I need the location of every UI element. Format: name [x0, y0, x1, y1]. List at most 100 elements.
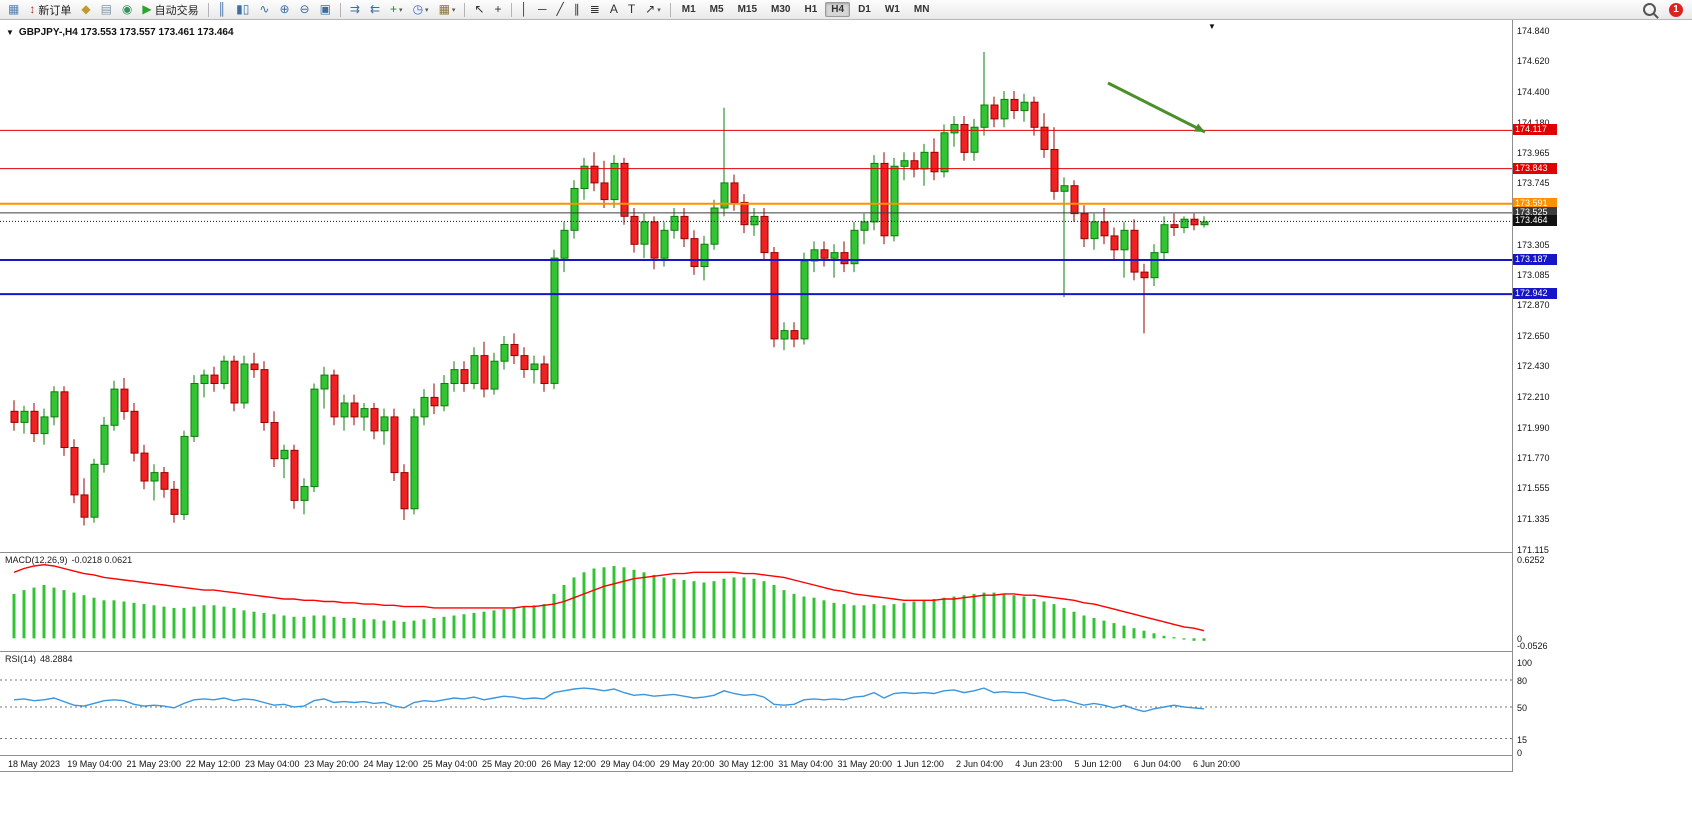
macd-histogram-bar [462, 614, 466, 639]
line-chart-type-button[interactable]: ∿ [255, 0, 273, 19]
time-label: 26 May 12:00 [541, 759, 596, 769]
macd-histogram-bar [862, 605, 866, 639]
macd-histogram-bar [852, 605, 856, 639]
candle [260, 361, 269, 431]
chart-shift-button[interactable]: ⇇ [366, 0, 384, 19]
candle [150, 464, 159, 501]
cursor-button[interactable]: ↖ [470, 0, 488, 19]
time-label: 2 Jun 04:00 [956, 759, 1004, 769]
macd-histogram-bar [912, 601, 916, 639]
macd-histogram-bar [962, 595, 966, 639]
panel-splitter[interactable] [0, 755, 1562, 756]
notification-badge[interactable]: 1 [1669, 2, 1683, 17]
periods-icon: ◷ [412, 2, 424, 16]
community-button[interactable]: ◉ [118, 0, 136, 19]
candle [960, 116, 969, 161]
new-chart-button[interactable]: ▦ [4, 0, 23, 19]
rsi-name: RSI(14) [5, 654, 37, 664]
macd-histogram-bar [422, 619, 426, 639]
candle [860, 213, 869, 245]
candle [950, 116, 959, 147]
candle [160, 467, 169, 498]
candle [710, 199, 719, 250]
time-axis[interactable]: 18 May 2023 19 May 04:00 21 May 23:00 22 Ma… [0, 756, 1512, 772]
candle [380, 408, 389, 445]
candlestick-chart-type-icon: ▮▯ [236, 2, 250, 16]
candle [120, 377, 129, 420]
annotation-arrow[interactable] [1107, 81, 1206, 134]
metaeditor-button[interactable]: ◆ [77, 0, 94, 19]
candle [1120, 221, 1129, 278]
macd-histogram-bar [252, 611, 256, 639]
macd-histogram-bar [752, 578, 756, 639]
zoom-out-button[interactable]: ⊖ [296, 0, 314, 19]
main-chart-panel[interactable]: ▼ GBPJPY-,H4 173.553 173.557 173.461 173… [0, 20, 1512, 552]
timeframe-button-mn[interactable]: MN [913, 4, 930, 15]
macd-histogram-bar [1002, 593, 1006, 639]
macd-histogram-bar [942, 597, 946, 639]
macd-histogram-bar [1062, 607, 1066, 639]
new-chart-icon: ▦ [8, 2, 20, 16]
timeframe-button-m15[interactable]: M15 [737, 4, 758, 15]
timeframe-button-d1[interactable]: D1 [858, 4, 871, 15]
arrows-tool-button[interactable]: ↗ ▾ [641, 0, 665, 19]
new-order-button: ↕ [29, 2, 36, 16]
candle [340, 394, 349, 431]
rsi-panel[interactable]: RSI(14) 48.2884 [0, 652, 1512, 755]
price-tick: 173.965 [1517, 147, 1550, 158]
time-label: 29 May 20:00 [659, 759, 715, 769]
timeframe-button-h4[interactable]: H4 [825, 2, 851, 17]
candlestick-plot[interactable] [0, 20, 1512, 552]
one-click-trading-toggle[interactable]: ▼ [6, 28, 14, 37]
auto-scroll-button[interactable]: ⇉ [346, 0, 364, 19]
candlestick-chart-type-button[interactable]: ▮▯ [232, 0, 253, 19]
candle [890, 157, 899, 242]
timeframe-button-w1[interactable]: W1 [884, 4, 900, 15]
text-button[interactable]: A [606, 0, 622, 19]
panel-splitter[interactable] [0, 651, 1562, 652]
candle [810, 241, 819, 273]
search-button[interactable] [1639, 0, 1668, 19]
autotrading-button[interactable]: ▶ 自动交易 [138, 0, 202, 19]
vertical-line-button[interactable]: │ [517, 0, 533, 19]
panel-splitter[interactable] [0, 552, 1562, 553]
new-order-button[interactable]: ↕ 新订单 [25, 0, 75, 19]
fibonacci-button[interactable]: ≣ [586, 0, 604, 19]
trendline-button[interactable]: ╱ [553, 0, 568, 19]
tile-windows-button[interactable]: ▣ [316, 0, 335, 19]
candle [700, 235, 709, 281]
fibonacci-icon: ≣ [589, 2, 600, 16]
macd-histogram-bar [732, 577, 736, 639]
candle [60, 386, 69, 456]
channel-button[interactable]: ∥ [570, 0, 584, 19]
bar-chart-type-button[interactable]: ║ [214, 0, 231, 19]
print-button[interactable]: ▤ [97, 0, 116, 19]
macd-histogram-bar [722, 578, 726, 639]
chart-shift-marker-icon[interactable]: ▼ [1208, 22, 1216, 31]
candle [600, 160, 609, 208]
text-label-button[interactable]: T [624, 0, 639, 19]
candle [620, 157, 629, 225]
templates-button[interactable]: ▦ ▾ [435, 0, 460, 19]
crosshair-button[interactable]: + [490, 0, 505, 19]
macd-histogram-bar [452, 615, 456, 639]
chart-title-row: ▼ GBPJPY-,H4 173.553 173.557 173.461 173… [6, 27, 234, 38]
price-axis[interactable]: 174.840 174.620 174.400 174.180 173.965 173.7… [1512, 20, 1563, 772]
candle [940, 124, 949, 178]
periods-button[interactable]: ◷ ▾ [409, 0, 433, 19]
macd-histogram-bar [712, 581, 716, 639]
candle [1170, 213, 1179, 236]
auto-scroll-icon: ⇉ [349, 2, 360, 16]
indicators-button[interactable]: + ▾ [386, 0, 407, 19]
zoom-in-button[interactable]: ⊕ [275, 0, 293, 19]
horizontal-line-button[interactable]: ─ [534, 0, 551, 19]
macd-histogram-bar [512, 607, 516, 639]
macd-panel[interactable]: MACD(12,26,9) -0.0218 0.0621 [0, 553, 1512, 651]
candle [1070, 180, 1079, 222]
candle [820, 241, 829, 267]
timeframe-button-m1[interactable]: M1 [681, 4, 696, 15]
timeframe-button-h1[interactable]: H1 [804, 4, 818, 15]
timeframe-button-m5[interactable]: M5 [709, 4, 724, 15]
timeframe-button-m30[interactable]: M30 [771, 4, 791, 15]
